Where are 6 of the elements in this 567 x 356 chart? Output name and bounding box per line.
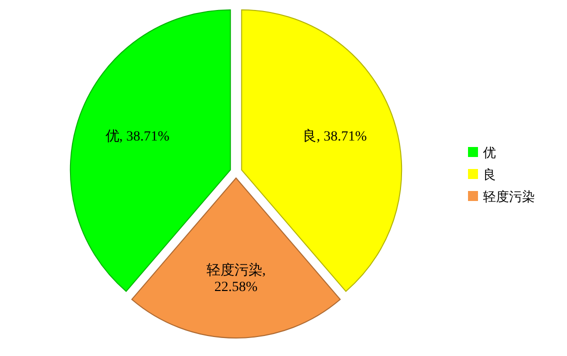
legend-label: 良 — [483, 168, 496, 183]
data-label: 良, 38.71% — [302, 128, 368, 144]
data-label: 优, 38.71% — [105, 128, 170, 144]
data-label: 轻度污染, 22.58% — [206, 262, 266, 296]
legend-label: 优 — [483, 146, 496, 161]
legend-label: 轻度污染 — [483, 189, 535, 205]
